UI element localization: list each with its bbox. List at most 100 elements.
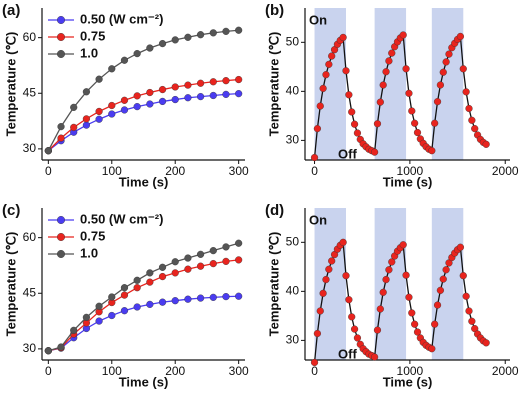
data-point [171,297,179,305]
panel-label: (c) [2,202,20,219]
data-point [158,263,167,271]
data-point [235,26,243,34]
data-point [373,120,382,128]
x-tick-label: 0 [311,364,318,378]
y-tick-label: 50 [286,234,300,248]
data-point [402,65,410,73]
data-point [328,52,336,60]
data-point [373,326,382,334]
data-point [439,68,447,76]
data-point [388,49,396,57]
data-point [465,307,473,315]
x-tick-label: 2000 [492,364,519,378]
data-point [462,292,470,300]
x-tick-label: 200 [165,364,185,378]
data-point [133,303,141,311]
data-point [108,65,116,73]
data-point [350,120,359,128]
data-point [408,309,416,317]
data-point [339,238,347,246]
data-point [428,147,436,155]
data-point [442,266,450,274]
data-point [399,31,407,39]
data-point [445,50,453,58]
data-point [316,102,324,110]
legend-marker [57,215,66,224]
data-point [158,85,167,94]
data-point [325,265,333,273]
data-point [379,81,387,89]
data-point [431,320,439,328]
data-point [388,258,396,266]
data-point [184,81,192,89]
data-point [235,256,243,264]
data-point [431,119,439,127]
legend-label: 0.75 [80,228,105,243]
x-axis-label: Time (s) [119,374,169,389]
legend-marker [57,232,66,241]
on-period [374,208,407,360]
data-point [436,81,444,89]
data-point [95,302,103,310]
data-point [465,104,473,113]
data-point [70,103,78,111]
legend-marker [57,50,66,59]
x-axis-label: Time (s) [119,174,169,189]
data-point [339,33,347,42]
data-point [456,32,465,41]
x-tick-label: 2000 [492,164,519,178]
data-point [184,295,192,303]
data-point [405,293,413,301]
panel-label: (d) [265,202,284,219]
on-period [431,8,464,160]
series-line [48,242,239,352]
data-point [158,39,167,48]
x-tick-label: 200 [165,164,185,178]
y-tick-label: 30 [286,333,300,347]
data-point [146,88,154,97]
data-point [209,247,217,255]
data-point [316,307,324,315]
data-point [325,60,333,68]
legend-label: 0.50 (W cm⁻²) [80,211,163,226]
data-point [459,65,467,73]
data-point [120,291,129,299]
data-point [209,91,217,100]
data-point [95,317,103,325]
y-axis-label: Temperature (℃) [266,32,281,137]
data-point [44,147,52,155]
on-period [431,208,464,360]
series-line [47,92,239,152]
y-axis-label: Temperature (℃) [266,232,281,337]
x-tick-label: 0 [311,164,318,178]
legend-marker [57,249,66,258]
data-point [184,33,192,41]
data-point [171,36,179,44]
data-point [345,296,353,304]
data-point [319,84,327,93]
data-point [57,134,65,142]
data-point [222,257,230,265]
data-point [442,58,450,66]
y-tick-label: 30 [286,133,300,147]
y-tick-label: 40 [286,84,300,98]
data-point [120,96,129,104]
data-point [196,250,205,258]
data-point [405,89,413,97]
data-point [196,79,205,87]
data-point [146,300,154,308]
data-point [133,49,141,58]
data-point [385,57,393,65]
data-point [120,284,129,292]
data-point [44,347,52,355]
data-point [482,339,490,347]
data-point [235,239,243,247]
data-point [322,275,330,284]
data-point [235,75,243,84]
data-point [95,107,103,116]
annotation: On [309,12,327,27]
data-point [184,265,192,273]
data-point [196,262,205,270]
data-point [313,125,321,133]
annotation: Off [338,346,357,361]
